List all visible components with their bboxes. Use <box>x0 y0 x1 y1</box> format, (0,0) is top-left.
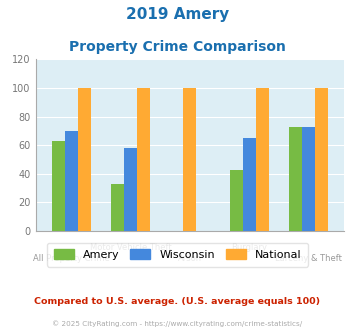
Bar <box>51 141 65 231</box>
Bar <box>78 88 91 231</box>
Bar <box>111 184 124 231</box>
Text: Compared to U.S. average. (U.S. average equals 100): Compared to U.S. average. (U.S. average … <box>34 297 321 306</box>
Bar <box>289 127 302 231</box>
Bar <box>184 88 196 231</box>
Text: All Property Crime: All Property Crime <box>33 254 109 263</box>
Bar <box>230 170 243 231</box>
Text: Arson: Arson <box>178 254 202 263</box>
Text: Property Crime Comparison: Property Crime Comparison <box>69 40 286 53</box>
Bar <box>124 148 137 231</box>
Text: Burglary: Burglary <box>231 243 267 251</box>
Text: © 2025 CityRating.com - https://www.cityrating.com/crime-statistics/: © 2025 CityRating.com - https://www.city… <box>53 320 302 327</box>
Legend: Amery, Wisconsin, National: Amery, Wisconsin, National <box>47 243 308 267</box>
Bar <box>256 88 269 231</box>
Bar <box>315 88 328 231</box>
Bar <box>65 131 78 231</box>
Text: 2019 Amery: 2019 Amery <box>126 7 229 21</box>
Text: Larceny & Theft: Larceny & Theft <box>275 254 342 263</box>
Text: Motor Vehicle Theft: Motor Vehicle Theft <box>90 243 171 251</box>
Bar <box>243 138 256 231</box>
Bar <box>302 127 315 231</box>
Bar <box>137 88 150 231</box>
